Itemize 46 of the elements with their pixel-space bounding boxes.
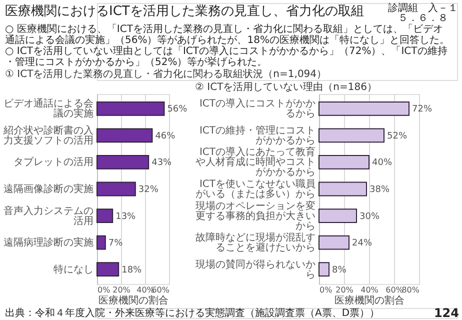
data-label: 7%	[108, 238, 124, 249]
data-label: 24%	[352, 238, 372, 249]
source-note: 出典：令和４年度入院・外来医療等における実態調査（施設調査票（A票、D票））	[5, 307, 380, 319]
x-tick-label: 0%	[320, 286, 333, 294]
y-tick-label: 遠隔病理診断の実施	[4, 236, 94, 249]
chart-title: 医療機関におけるICTを活用した業務の見直し、省力化の取組	[5, 4, 364, 19]
data-label: 13%	[116, 212, 136, 222]
text: ○ ICTを活用していない理由としては「ICTの導入にコストがかかるから」（72%）、「ICTの維持・管理にコストがかかるから」（52%）等が挙げられた。	[5, 45, 448, 68]
data-label: 32%	[138, 185, 159, 195]
x-tick-label: 40%	[360, 286, 379, 294]
x-tick-label: 0%	[98, 286, 111, 294]
y-tick-label: ICTの導入にコストがかかるから	[199, 98, 316, 120]
y-tick-label: 遠隔画像診断の実施	[4, 183, 94, 195]
y-tick-label: 音声入力システムの活用	[4, 204, 94, 227]
text: 124	[434, 306, 459, 320]
y-tick-label: 現場のオペレーションを変更する事務的負担が大きいから	[196, 200, 316, 232]
data-label: 52%	[387, 131, 408, 142]
data-label: 43%	[152, 158, 172, 168]
x-axis-title: 医療機関の割合	[98, 294, 168, 306]
data-label: 72%	[412, 104, 432, 115]
x-tick-label: 60%	[386, 286, 404, 294]
text: 診調組 入－１	[388, 2, 458, 14]
text: ○ 医療機関における、「ICTを活用した業務の見直し・省力化に関わる取組」としては、「ビデオ通話による会議の実施」（56%）等があげられたが、18%の医療機関は「特になし」と回答した。	[5, 23, 450, 46]
chart-title: ② ICTを活用していない理由（n=186）	[195, 81, 377, 93]
y-tick-label: タブレットの活用	[14, 156, 94, 168]
x-tick-label: 20%	[112, 286, 131, 294]
data-label: 46%	[155, 131, 176, 142]
x-tick-label: 80%	[402, 286, 420, 294]
data-label: 8%	[332, 265, 347, 276]
y-tick-label: 紹介状や診断書の入力支援ソフトの活用	[2, 124, 94, 146]
chart-subtitle: ① ICTを活用した業務の見直し・省力化に関わる取組状況（n=1,094）	[5, 68, 327, 80]
text: ５．６．８	[398, 13, 448, 24]
data-label: 30%	[360, 212, 380, 222]
data-label: 38%	[370, 185, 390, 195]
y-tick-label: ICTを使いこなせない職員がいる（または多い）から	[196, 178, 316, 200]
x-axis-title: 医療機関の割合	[334, 294, 404, 306]
y-tick-label: 現場の賛同が得られないから	[196, 258, 316, 280]
y-tick-label: ビデオ通話による会議の実施	[4, 98, 94, 120]
y-tick-label: 故障時などに現場が混乱することを避けたいから	[196, 232, 316, 254]
y-tick-label: ICTの維持・管理にコストがかかるから	[199, 124, 316, 146]
data-label: 40%	[372, 158, 392, 168]
data-label: 18%	[122, 265, 142, 276]
y-tick-label: ICTの導入にあたって教育や人材育成に時間やコストがかかるから	[196, 146, 316, 178]
x-tick-label: 20%	[336, 286, 354, 294]
data-label: 56%	[167, 104, 188, 115]
y-tick-label: 特になし	[54, 263, 94, 276]
